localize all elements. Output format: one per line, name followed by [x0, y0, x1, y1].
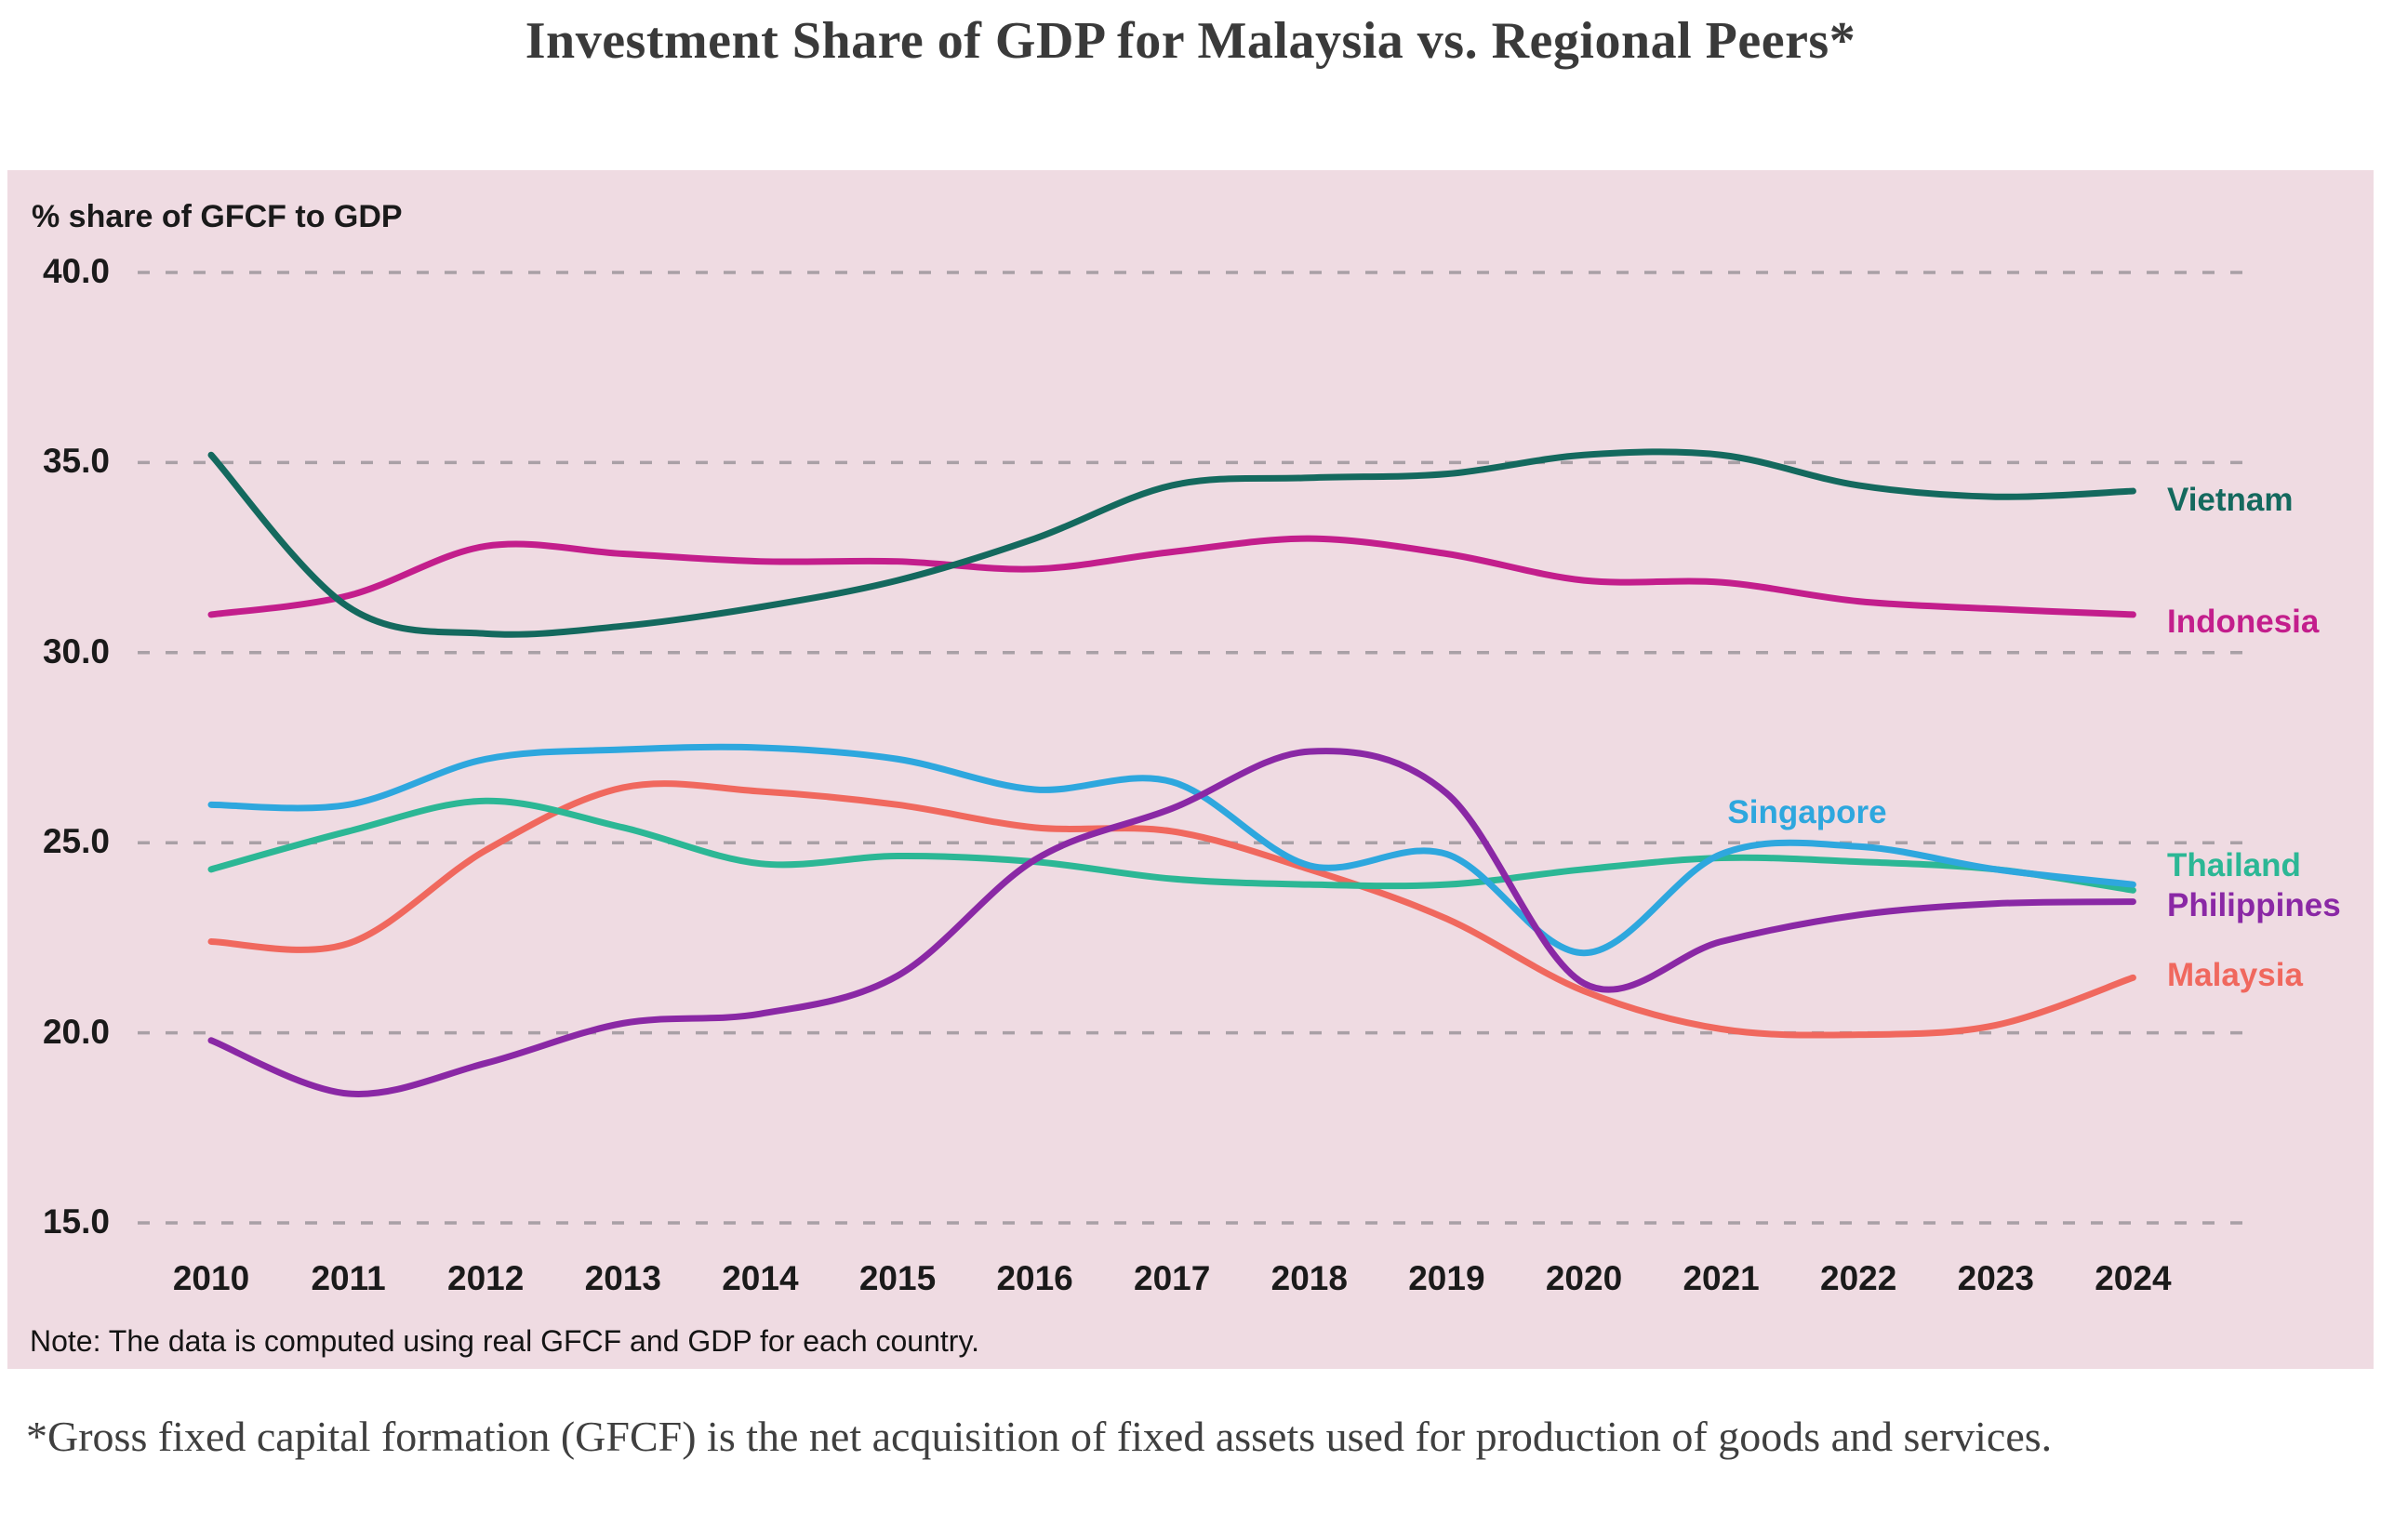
chart-panel — [7, 170, 2374, 1369]
legend-singapore: Singapore — [1727, 794, 1887, 830]
x-tick-2012: 2012 — [447, 1259, 525, 1297]
series-lines — [207, 448, 2136, 1097]
line-philippines — [207, 748, 2136, 1097]
legend-philippines: Philippines — [2167, 886, 2341, 923]
legend-malaysia: Malaysia — [2167, 957, 2303, 994]
y-tick-25: 25.0 — [42, 822, 110, 861]
legend-indonesia: Indonesia — [2167, 603, 2320, 640]
footnote: *Gross fixed capital formation (GFCF) is… — [26, 1413, 2053, 1460]
x-tick-2014: 2014 — [722, 1259, 799, 1297]
y-axis-title: % share of GFCF to GDP — [32, 199, 403, 234]
legend-vietnam: Vietnam — [2167, 482, 2294, 519]
y-tick-15: 15.0 — [42, 1202, 110, 1241]
y-tick-35: 35.0 — [42, 442, 110, 481]
y-tick-20: 20.0 — [42, 1012, 110, 1051]
chart-note: Note: The data is computed using real GF… — [30, 1324, 979, 1358]
x-tick-2018: 2018 — [1270, 1259, 1348, 1297]
x-tick-2021: 2021 — [1683, 1259, 1760, 1297]
x-tick-2019: 2019 — [1408, 1259, 1485, 1297]
x-tick-2017: 2017 — [1134, 1259, 1211, 1297]
x-tick-2016: 2016 — [996, 1259, 1073, 1297]
x-tick-2013: 2013 — [584, 1259, 661, 1297]
x-tick-2024: 2024 — [2095, 1259, 2172, 1297]
x-tick-2020: 2020 — [1545, 1259, 1623, 1297]
x-tick-2022: 2022 — [1820, 1259, 1897, 1297]
x-tick-2015: 2015 — [858, 1259, 937, 1297]
x-tick-2010: 2010 — [172, 1259, 250, 1297]
line-indonesia — [207, 535, 2136, 618]
y-tick-30: 30.0 — [42, 631, 110, 670]
page-title: Investment Share of GDP for Malaysia vs.… — [525, 12, 1856, 70]
line-singapore — [207, 743, 2136, 957]
gridlines — [138, 271, 2251, 1225]
x-tick-2023: 2023 — [1957, 1259, 2034, 1297]
legend-thailand: Thailand — [2167, 847, 2301, 884]
line-thailand — [207, 797, 2136, 894]
y-tick-40: 40.0 — [42, 252, 110, 290]
x-tick-2011: 2011 — [311, 1259, 386, 1297]
line-malaysia — [207, 780, 2136, 1039]
line-vietnam — [207, 448, 2136, 638]
